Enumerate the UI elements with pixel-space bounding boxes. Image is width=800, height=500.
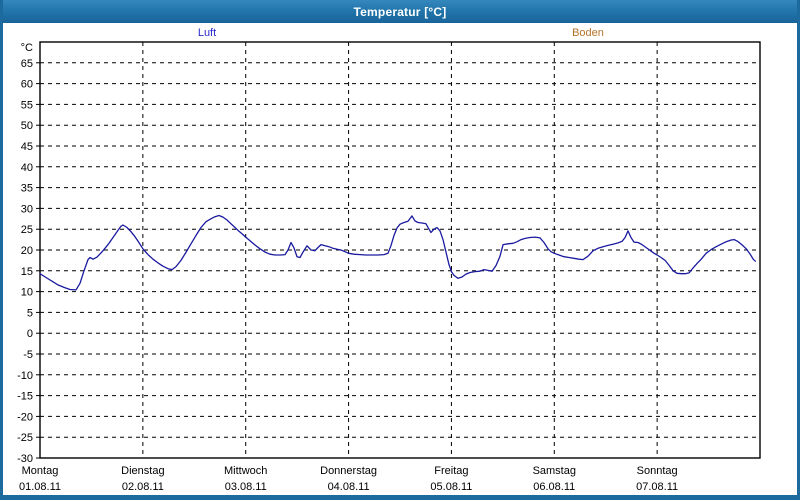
x-day-date: 03.08.11 <box>225 481 267 493</box>
y-tick-label: -5 <box>23 349 33 361</box>
x-day-date: 01.08.11 <box>19 481 61 493</box>
temperature-curve-luft <box>39 214 756 291</box>
y-tick-label: 20 <box>21 245 33 257</box>
x-day-date: 02.08.11 <box>122 481 164 493</box>
plot-border <box>39 41 761 459</box>
y-tick-label: 5 <box>27 307 33 319</box>
x-day-date: 05.08.11 <box>430 481 472 493</box>
x-day-name: Dienstag <box>121 465 164 477</box>
legend-item-luft: Luft <box>197 27 217 39</box>
y-tick-label: 60 <box>21 79 33 91</box>
x-day-name: Donnerstag <box>320 465 377 477</box>
x-day-name: Sonntag <box>637 465 678 477</box>
x-day-date: 06.08.11 <box>533 481 575 493</box>
x-day-name: Freitag <box>434 465 468 477</box>
y-tick-label: 45 <box>21 141 33 153</box>
y-tick-label: -25 <box>17 432 33 444</box>
y-tick-label: 25 <box>21 224 33 236</box>
x-gridlines <box>142 42 658 458</box>
y-axis-unit-label: °C <box>21 42 33 54</box>
y-gridlines-and-labels: 65605550454035302520151050-5-10-15-20-25… <box>17 42 760 465</box>
legend-item-boden: Boden <box>572 27 604 39</box>
x-day-date: 04.08.11 <box>328 481 370 493</box>
y-tick-label: -20 <box>17 411 33 423</box>
y-tick-label: 10 <box>21 287 33 299</box>
window-title: Temperatur [°C] <box>353 4 447 19</box>
x-day-name: Montag <box>22 465 59 477</box>
y-tick-label: 35 <box>21 183 33 195</box>
y-tick-label: -10 <box>17 370 33 382</box>
y-tick-label: 40 <box>21 162 33 174</box>
y-tick-label: 0 <box>27 328 33 340</box>
y-tick-label: 30 <box>21 203 33 215</box>
x-day-name: Samstag <box>533 465 576 477</box>
y-tick-label: -30 <box>17 453 33 465</box>
y-tick-label: 15 <box>21 266 33 278</box>
x-day-name: Mittwoch <box>224 465 267 477</box>
y-tick-label: -15 <box>17 391 33 403</box>
y-tick-label: 65 <box>21 58 33 70</box>
window-title-bar: Temperatur [°C] <box>0 0 800 23</box>
x-day-labels: Montag 01.08.11 Dienstag 02.08.11 Mittwoch 03… <box>19 465 678 493</box>
x-day-date: 07.08.11 <box>636 481 678 493</box>
y-tick-label: 55 <box>21 99 33 111</box>
y-tick-label: 50 <box>21 120 33 132</box>
